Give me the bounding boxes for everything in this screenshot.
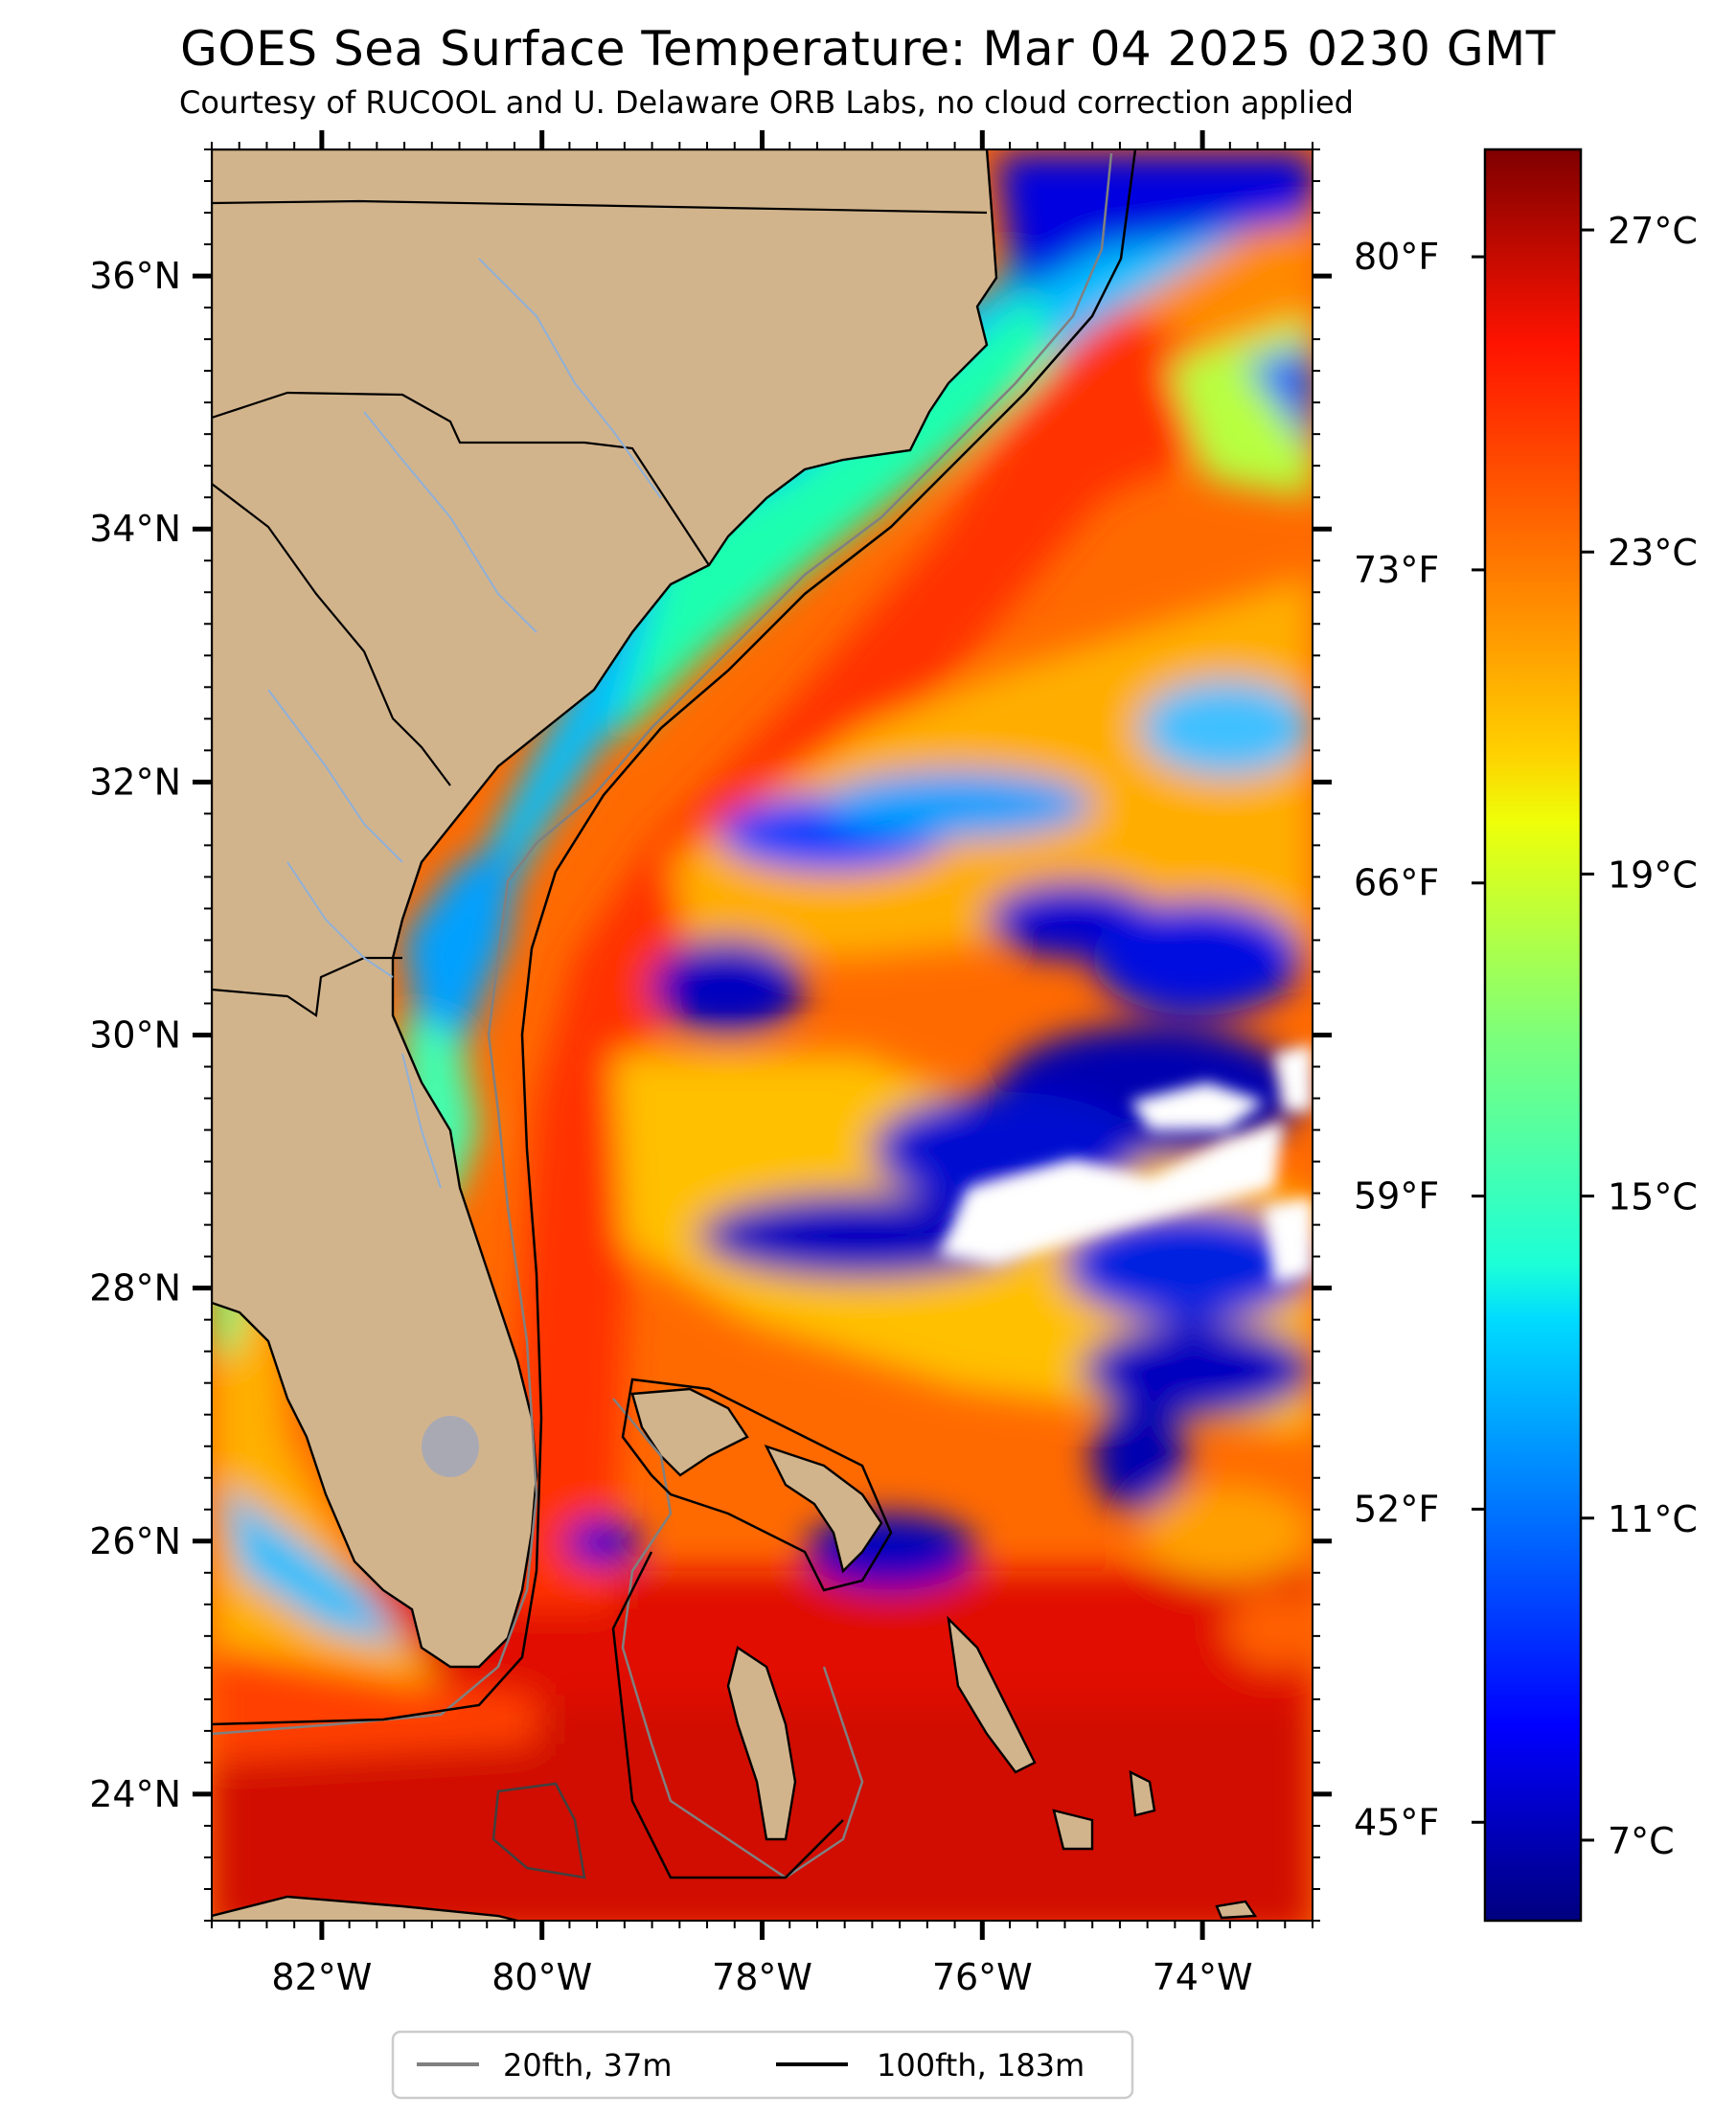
celsius-tick-label: 19°C	[1608, 854, 1698, 896]
colorbar	[1483, 148, 1583, 1923]
lat-tick-label: 36°N	[89, 255, 181, 297]
lat-tick-label: 28°N	[89, 1267, 181, 1310]
isobath-100fth-bahamas	[621, 1378, 893, 1592]
fahrenheit-tick-label: 66°F	[1354, 862, 1439, 904]
longitude-labels: 82°W 80°W 78°W 76°W 74°W	[271, 1956, 1252, 1998]
bank-outline	[491, 1782, 586, 1879]
celsius-labels: 27°C 23°C 19°C 15°C 11°C 7°C	[1581, 210, 1698, 1862]
celsius-tick-label: 15°C	[1608, 1176, 1698, 1218]
fahrenheit-labels: 80°F 73°F 66°F 59°F 52°F 45°F	[1354, 236, 1485, 1843]
fahrenheit-tick-label: 52°F	[1354, 1488, 1439, 1530]
isobath-100fth	[212, 149, 1137, 1726]
rivers	[267, 258, 662, 1189]
map-area	[212, 149, 1313, 1921]
fahrenheit-tick-label: 59°F	[1354, 1175, 1439, 1218]
legend-box	[391, 2030, 1134, 2100]
lon-tick-label: 78°W	[712, 1956, 812, 1998]
celsius-tick-label: 11°C	[1608, 1498, 1698, 1540]
map-title: GOES Sea Surface Temperature: Mar 04 202…	[180, 21, 1556, 77]
land	[212, 149, 1258, 1921]
isobath-20fth-bahamas	[612, 1398, 864, 1879]
cloud-mask	[939, 1044, 1313, 1284]
isobath-100fth-tongue	[611, 1551, 844, 1879]
isobath-20fth	[212, 152, 1113, 1736]
lat-tick-label: 26°N	[89, 1520, 181, 1562]
legend: 20fth, 37m 100fth, 183m	[391, 2030, 1134, 2100]
celsius-tick-label: 27°C	[1608, 210, 1698, 252]
lat-tick-label: 24°N	[89, 1773, 181, 1815]
axis-ticks	[193, 130, 1332, 1940]
lat-tick-label: 32°N	[89, 761, 181, 803]
fahrenheit-tick-label: 73°F	[1354, 549, 1439, 591]
lon-tick-label: 80°W	[491, 1956, 592, 1998]
lon-tick-label: 82°W	[271, 1956, 372, 1998]
lake-okeechobee	[422, 1416, 479, 1477]
fahrenheit-tick-label: 80°F	[1354, 236, 1439, 278]
lat-tick-label: 34°N	[89, 508, 181, 550]
fahrenheit-tick-label: 45°F	[1354, 1801, 1439, 1843]
latitude-labels: 36°N 34°N 32°N 30°N 28°N 26°N 24°N	[89, 255, 181, 1815]
lat-tick-label: 30°N	[89, 1014, 181, 1057]
legend-label-100fth: 100fth, 183m	[877, 2047, 1085, 2084]
celsius-tick-label: 7°C	[1608, 1820, 1675, 1862]
lon-tick-label: 74°W	[1153, 1956, 1253, 1998]
lon-tick-label: 76°W	[932, 1956, 1033, 1998]
celsius-tick-label: 23°C	[1608, 532, 1698, 574]
legend-label-20fth: 20fth, 37m	[503, 2047, 672, 2084]
map-subtitle: Courtesy of RUCOOL and U. Delaware ORB L…	[179, 84, 1354, 121]
